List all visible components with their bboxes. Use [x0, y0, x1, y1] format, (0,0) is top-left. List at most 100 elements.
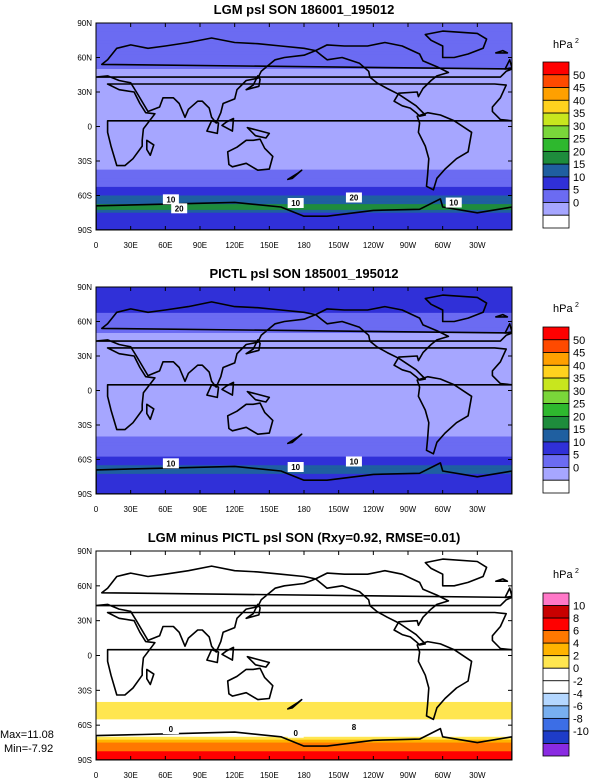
coastline: [96, 301, 512, 388]
field-band: [96, 112, 512, 116]
x-tick-label: 60E: [158, 505, 172, 514]
colorbar-swatch: [542, 467, 570, 481]
field-band: [96, 482, 512, 486]
x-tick-label: 120E: [225, 771, 244, 780]
field-band: [96, 396, 512, 400]
field-band: [96, 115, 512, 119]
field-band: [96, 292, 512, 297]
y-tick-label: 60N: [77, 54, 92, 63]
field-band: [96, 335, 512, 340]
colorbar-swatch: [542, 415, 570, 430]
contour-label: 10: [449, 199, 458, 208]
field-band: [96, 135, 512, 139]
contour-label-box: [162, 194, 179, 205]
x-tick-label: 120E: [225, 241, 244, 250]
colorbar-unit: hPa: [553, 303, 573, 315]
field-band: [96, 289, 512, 294]
colorbar-swatch: [542, 705, 570, 719]
x-tick-label: 0: [94, 771, 99, 780]
max-label: Max=11.08: [0, 729, 54, 741]
field-band: [96, 699, 512, 703]
x-tick-label: 150E: [260, 771, 279, 780]
field-band: [96, 158, 512, 162]
field-band: [96, 742, 512, 747]
field-band: [96, 553, 512, 558]
field-band: [96, 356, 512, 360]
field-band: [96, 716, 512, 720]
coastline: [424, 558, 488, 587]
field-band: [96, 138, 512, 142]
field-band: [96, 404, 512, 409]
colorbar-label: 5: [573, 185, 579, 197]
coastline: [286, 433, 303, 445]
coastline: [226, 402, 274, 436]
x-tick-label: 60W: [434, 771, 451, 780]
coastline: [226, 667, 274, 701]
x-tick-label: 120W: [363, 241, 384, 250]
field-band: [96, 667, 512, 671]
field-band: [96, 106, 512, 110]
field-band: [96, 640, 512, 645]
colorbar-swatch: [542, 655, 570, 669]
colorbar-swatch: [542, 150, 570, 165]
field-band: [96, 591, 512, 596]
field-band: [96, 77, 512, 82]
field-band: [96, 350, 512, 354]
field-band: [96, 390, 512, 394]
field-band: [96, 361, 512, 366]
field-band: [96, 215, 512, 220]
x-tick-label: 150E: [260, 505, 279, 514]
contour-label: 10: [166, 459, 175, 468]
x-tick-label: 60E: [158, 241, 172, 250]
field-band: [96, 347, 512, 351]
chart-panel-3: LGM minus PICTL psl SON (Rxy=0.92, RMSE=…: [0, 530, 589, 780]
field-band: [96, 465, 512, 469]
coastline: [314, 305, 450, 381]
field-band: [96, 733, 512, 738]
field-band: [96, 588, 512, 593]
field-band: [96, 649, 512, 654]
field-band: [96, 189, 512, 194]
colorbar-label: 40: [573, 95, 585, 107]
field-band: [96, 43, 512, 47]
field-band: [96, 163, 512, 168]
x-tick-label: 30W: [469, 241, 486, 250]
colorbar-label: -4: [573, 688, 583, 700]
colorbar-label: 0: [573, 663, 579, 675]
colorbar-label: 50: [573, 335, 585, 347]
field-band: [96, 169, 512, 174]
field-band: [96, 152, 512, 156]
x-tick-label: 90E: [193, 505, 207, 514]
field-band: [96, 155, 512, 159]
colorbar-label: 30: [573, 121, 585, 133]
colorbar-unit: hPa: [553, 569, 573, 581]
field-band: [96, 473, 512, 478]
coastline: [96, 462, 512, 494]
field-band: [96, 387, 512, 392]
field-band: [96, 430, 512, 435]
colorbar-swatch: [542, 189, 570, 203]
field-band: [96, 722, 512, 726]
field-band: [96, 51, 512, 56]
field-band: [96, 370, 512, 374]
field-band: [96, 344, 512, 348]
colorbar-swatch: [542, 125, 570, 140]
contour-label-box: [287, 462, 304, 473]
field-band: [96, 450, 512, 455]
coastline: [96, 37, 512, 124]
field-band: [96, 690, 512, 694]
field-band: [96, 224, 512, 228]
field-band: [96, 57, 512, 61]
field-band: [96, 488, 512, 492]
field-band: [96, 419, 512, 423]
colorbar-swatch: [542, 642, 570, 657]
field-band: [96, 456, 512, 461]
field-band: [96, 675, 512, 680]
y-tick-label: 60N: [77, 318, 92, 327]
coastline: [245, 75, 261, 91]
colorbar-label: 25: [573, 399, 585, 411]
field-band: [96, 221, 512, 225]
field-band: [96, 97, 512, 102]
y-tick-label: 30S: [78, 686, 92, 695]
contour-label: 0: [169, 725, 174, 734]
